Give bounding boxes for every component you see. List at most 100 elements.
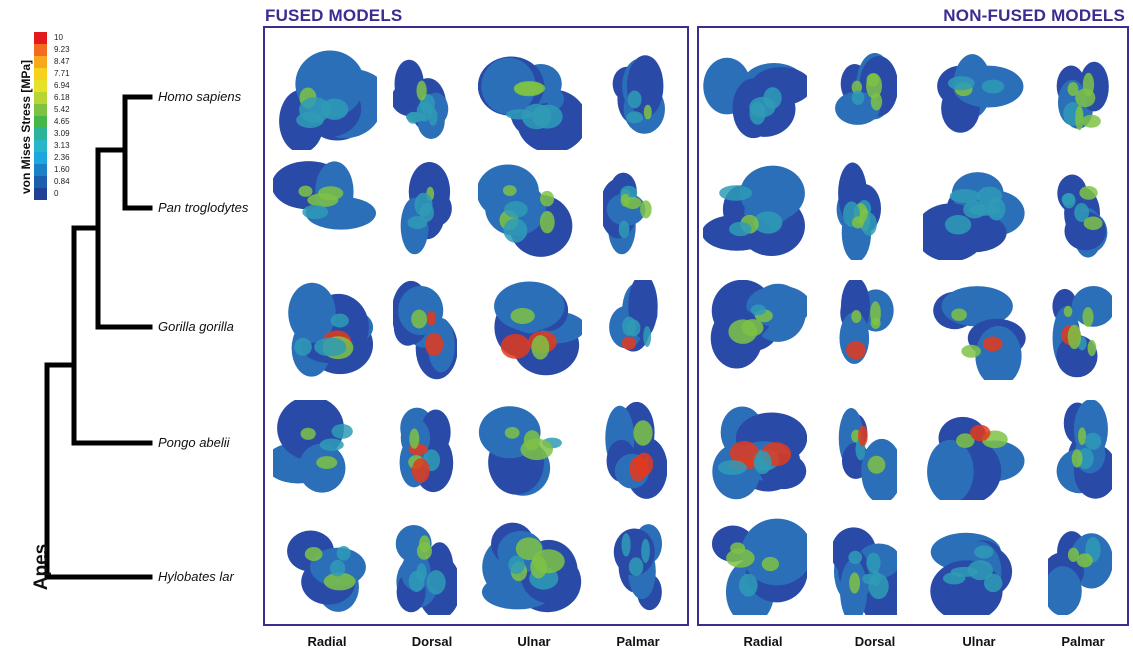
phylogenetic-tree [44, 94, 153, 580]
stress-patch [503, 218, 528, 243]
stress-patch [323, 572, 356, 591]
bone-model-nonfused-pan-dorsal [836, 162, 882, 260]
legend-swatch [34, 80, 47, 92]
stress-patch [1082, 307, 1094, 327]
stress-patch [848, 550, 863, 565]
stress-patch [298, 185, 313, 197]
legend-swatch [34, 32, 47, 44]
stress-patch [643, 104, 652, 120]
bone-model-fused-pongo-radial [273, 400, 353, 493]
legend-tick-label: 5.42 [54, 105, 70, 114]
bone-model-fused-pongo-ulnar [478, 406, 562, 496]
legend-tick-label: 1.60 [54, 165, 70, 174]
bone-model-fused-homo-radial [279, 50, 377, 150]
bone-lobe [481, 57, 536, 115]
clade-label-apes: Apes [31, 543, 52, 591]
stress-patch [416, 80, 427, 101]
bone-model-fused-hylobates-dorsal [395, 524, 457, 615]
bone-model-nonfused-pongo-palmar [1056, 400, 1112, 499]
bone-model-nonfused-gorilla-palmar [1052, 285, 1112, 378]
stress-patch [845, 341, 867, 360]
stress-patch [1079, 186, 1098, 200]
bone-lobe [1056, 334, 1098, 378]
legend-tick-label: 6.94 [54, 81, 70, 90]
stress-patch [729, 441, 759, 466]
stress-patch [425, 332, 444, 356]
stress-patch [299, 97, 331, 123]
stress-patch [1077, 427, 1087, 445]
bone-lobe [394, 59, 424, 108]
bone-lobe [1071, 285, 1112, 327]
stress-patch [643, 325, 652, 347]
bone-model-fused-pan-ulnar [478, 164, 573, 257]
bone-lobe [835, 91, 881, 125]
stress-patch [944, 215, 972, 235]
stress-patch [977, 186, 1002, 206]
nonfused-models-title: NON-FUSED MODELS [943, 6, 1125, 25]
stress-patch [531, 335, 550, 360]
stress-patch [717, 460, 747, 475]
legend-swatch [34, 152, 47, 164]
legend-tick-label: 6.18 [54, 93, 70, 102]
stress-patch [870, 317, 881, 330]
bone-model-nonfused-pongo-dorsal [838, 407, 897, 500]
view-label-fused-ulnar: Ulnar [517, 634, 551, 649]
stress-patch [411, 309, 428, 329]
bone-model-fused-hylobates-radial [287, 530, 366, 612]
stress-patch [969, 204, 1001, 216]
stress-patch [641, 538, 650, 563]
stress-patch [851, 216, 864, 229]
bone-model-fused-homo-ulnar [478, 56, 582, 150]
stress-patch [1081, 114, 1101, 128]
stress-patch [753, 211, 783, 234]
legend-swatch [34, 68, 47, 80]
stress-patch [867, 455, 886, 474]
bone-model-fused-pan-radial [273, 161, 377, 230]
stress-patch [1075, 88, 1096, 108]
stress-patch [950, 566, 978, 577]
species-label-pan: Pan troglodytes [158, 200, 249, 215]
stress-patch [628, 557, 644, 576]
stress-patch [500, 333, 531, 359]
stress-patch [763, 87, 782, 109]
stress-patch [1087, 339, 1097, 357]
stress-patch [1076, 553, 1093, 568]
stress-patch [1061, 193, 1075, 206]
bone-lobe [1048, 566, 1082, 615]
view-label-fused-dorsal: Dorsal [411, 634, 453, 649]
bone-lobe [741, 518, 807, 586]
legend-tick-label: 4.65 [54, 117, 70, 126]
stress-patch [540, 190, 555, 207]
bone-model-fused-homo-dorsal [393, 59, 449, 139]
legend-tick-label: 3.13 [54, 141, 70, 150]
stress-patch [626, 111, 644, 124]
stress-patch [319, 438, 344, 451]
bone-model-fused-gorilla-dorsal [393, 280, 457, 380]
stress-patch [428, 107, 438, 126]
stress-patch [956, 433, 975, 448]
stress-patch [981, 79, 1005, 94]
stress-patch [961, 344, 981, 358]
legend-tick-label: 7.71 [54, 69, 70, 78]
bone-model-nonfused-pongo-radial [712, 406, 807, 500]
species-label-gorilla: Gorilla gorilla [158, 319, 234, 334]
stress-patch [419, 535, 431, 553]
stress-patch [738, 573, 758, 597]
bone-model-nonfused-gorilla-radial [710, 280, 807, 369]
legend-tick-label: 0 [54, 189, 59, 198]
stress-patch [1083, 216, 1103, 231]
bone-model-nonfused-homo-ulnar [937, 54, 1024, 133]
bone-model-fused-gorilla-ulnar [494, 281, 582, 376]
stress-patch [866, 73, 880, 87]
stress-patch [982, 336, 1003, 352]
view-label-nonfused-ulnar: Ulnar [962, 634, 996, 649]
stress-patch [1074, 203, 1090, 222]
view-label-nonfused-radial: Radial [743, 634, 783, 649]
stress-patch [719, 185, 753, 201]
stress-patch [411, 458, 430, 483]
stress-patch [515, 537, 543, 561]
legend-swatch [34, 128, 47, 140]
stress-patch [314, 337, 347, 357]
bone-model-fused-hylobates-ulnar [481, 522, 582, 613]
stress-patch [629, 456, 648, 482]
